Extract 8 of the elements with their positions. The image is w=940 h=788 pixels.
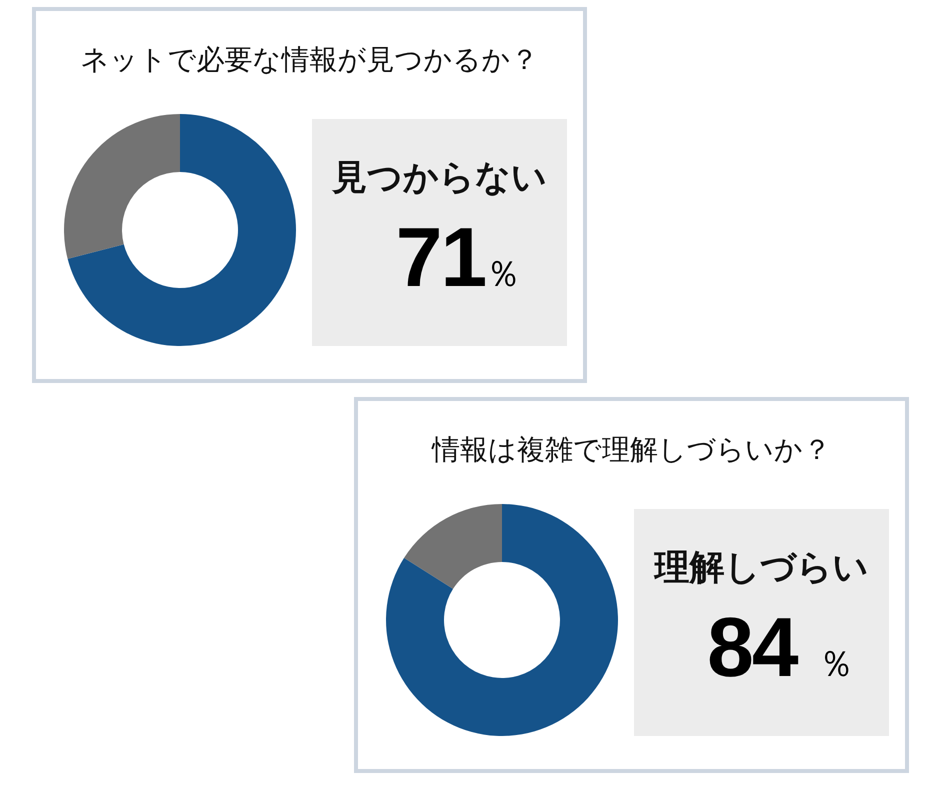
donut-slice — [386, 504, 618, 736]
donut-slice — [404, 504, 502, 589]
chart-title: 情報は複雑で理解しづらいか？ — [430, 434, 832, 468]
donut-slice — [68, 114, 296, 346]
text-card: 理解しづらい 84 ％ — [634, 509, 889, 736]
donut-slice — [64, 114, 180, 259]
text-card: 見つからない 71％ — [312, 119, 567, 346]
chart-title: ネットで必要な情報が見つかるか？ — [80, 44, 540, 78]
